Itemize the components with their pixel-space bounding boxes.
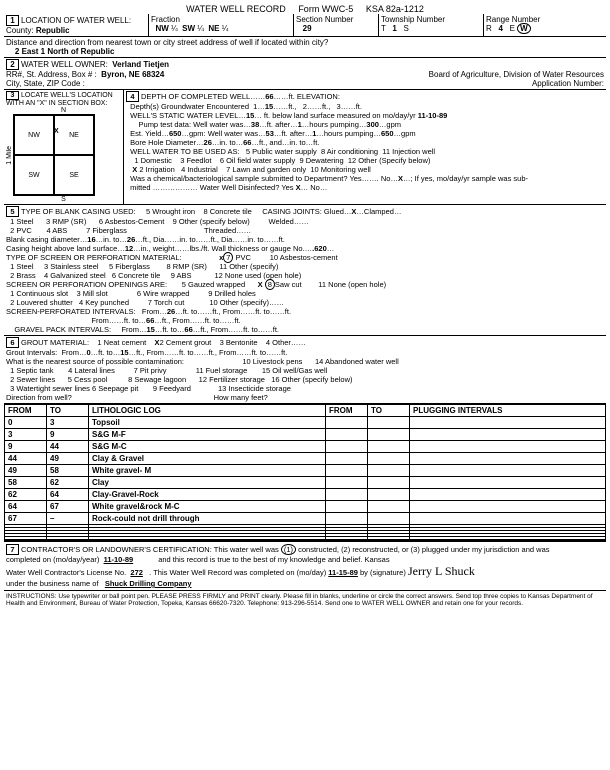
section-3-4: 3LOCATE WELL'S LOCATION WITH AN "X" IN S… xyxy=(4,90,606,205)
table-row: 6467White gravel&rock M-C xyxy=(5,501,606,513)
section-7: 7CONTRACTOR'S OR LANDOWNER'S CERTIFICATI… xyxy=(4,540,606,590)
table-row: 5862Clay xyxy=(5,477,606,489)
section-5: 5TYPE OF BLANK CASING USED: 5 Wrought ir… xyxy=(4,205,606,336)
section-2: 2WATER WELL OWNER: Verland Tietjen RR#, … xyxy=(4,58,606,90)
section-1-distance: Distance and direction from nearest town… xyxy=(4,37,606,58)
form-header: WATER WELL RECORD Form WWC-5 KSA 82a-121… xyxy=(4,4,606,14)
instructions: INSTRUCTIONS: Use typewriter or ball poi… xyxy=(4,590,606,609)
table-row: 03Topsoil xyxy=(5,417,606,429)
table-row: 944S&G M-C xyxy=(5,441,606,453)
lithologic-log-table: FROM TO LITHOLOGIC LOG FROM TO PLUGGING … xyxy=(4,404,606,540)
table-row: 4958White gravel- M xyxy=(5,465,606,477)
table-row: 67–Rock-could not drill through xyxy=(5,513,606,525)
table-row: 39S&G M-F xyxy=(5,429,606,441)
section-1: 1LOCATION OF WATER WELL: County: Republi… xyxy=(4,14,606,37)
table-row: 4449Clay & Gravel xyxy=(5,453,606,465)
section-6: 6GROUT MATERIAL: 1 Neat cement X2 Cement… xyxy=(4,336,606,404)
table-row: 6264Clay-Gravel-Rock xyxy=(5,489,606,501)
section-box: NW NE SW SE X xyxy=(13,114,95,196)
